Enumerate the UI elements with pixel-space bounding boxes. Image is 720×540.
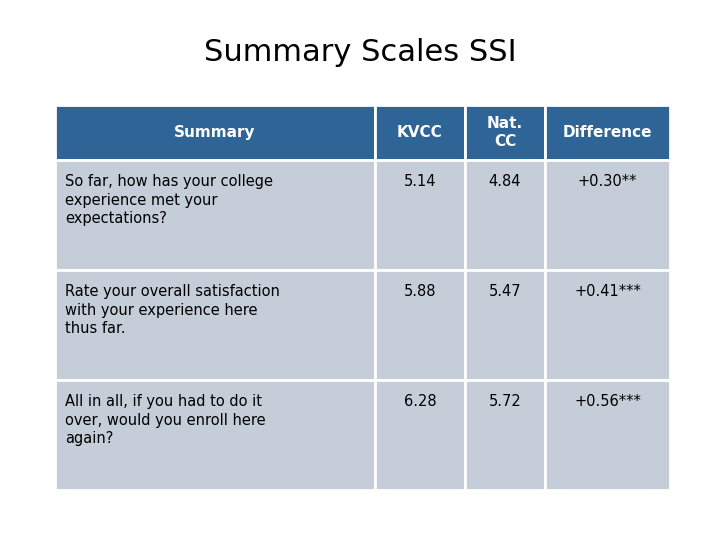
Bar <box>545 105 670 160</box>
Bar <box>465 160 545 270</box>
Bar <box>55 105 375 160</box>
Bar <box>55 270 375 380</box>
Bar <box>465 270 545 380</box>
Text: +0.30**: +0.30** <box>577 174 637 189</box>
Bar <box>375 380 465 490</box>
Text: 5.47: 5.47 <box>489 284 521 299</box>
Text: Summary: Summary <box>174 125 256 140</box>
Bar <box>375 270 465 380</box>
Text: KVCC: KVCC <box>397 125 443 140</box>
Bar <box>545 270 670 380</box>
Text: Difference: Difference <box>563 125 652 140</box>
Text: Nat.
CC: Nat. CC <box>487 116 523 148</box>
Text: +0.56***: +0.56*** <box>574 394 641 409</box>
Bar <box>375 160 465 270</box>
Text: 4.84: 4.84 <box>489 174 521 189</box>
Text: 5.72: 5.72 <box>489 394 521 409</box>
Text: 5.88: 5.88 <box>404 284 436 299</box>
Text: All in all, if you had to do it
over, would you enroll here
again?: All in all, if you had to do it over, wo… <box>65 394 266 446</box>
Bar <box>375 105 465 160</box>
Bar <box>55 380 375 490</box>
Text: Summary Scales SSI: Summary Scales SSI <box>204 38 516 67</box>
Text: +0.41***: +0.41*** <box>574 284 641 299</box>
Bar <box>55 160 375 270</box>
Text: 6.28: 6.28 <box>404 394 436 409</box>
Bar <box>545 160 670 270</box>
Text: 5.14: 5.14 <box>404 174 436 189</box>
Bar <box>465 380 545 490</box>
Bar <box>545 380 670 490</box>
Text: So far, how has your college
experience met your
expectations?: So far, how has your college experience … <box>65 174 273 226</box>
Text: Rate your overall satisfaction
with your experience here
thus far.: Rate your overall satisfaction with your… <box>65 284 280 336</box>
Bar <box>465 105 545 160</box>
